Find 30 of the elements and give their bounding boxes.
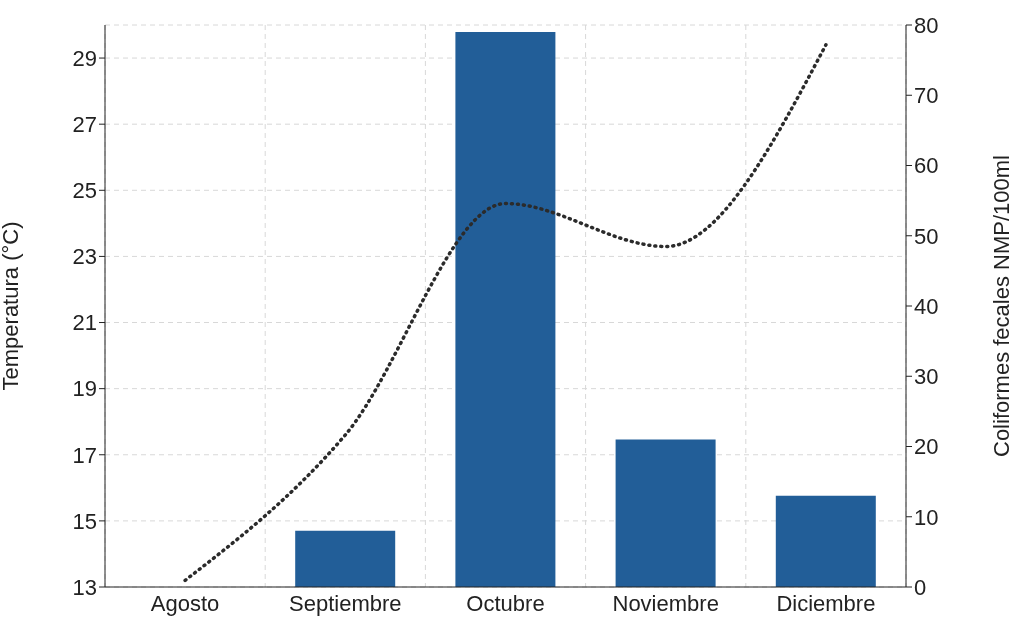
x-tick-label: Agosto xyxy=(150,590,220,616)
bar xyxy=(615,439,716,587)
y2-tick-label: 80 xyxy=(914,12,939,38)
y2-tick-label: 40 xyxy=(914,293,939,319)
line-series xyxy=(183,43,828,583)
y2-tick-label: 70 xyxy=(914,83,939,109)
y-tick-label: 19 xyxy=(72,376,97,402)
x-tick-label: Octubre xyxy=(466,590,545,616)
bar xyxy=(295,530,396,587)
y-tick-label: 29 xyxy=(72,45,97,71)
y2-axis-title: Coliformes fecales NMP/100ml xyxy=(988,155,1011,457)
y2-tick-label: 10 xyxy=(914,504,939,530)
y-tick-label: 23 xyxy=(72,244,97,270)
x-tick-label: Diciembre xyxy=(776,590,876,616)
y2-tick-label: 50 xyxy=(914,223,939,249)
y2-tick-label: 20 xyxy=(914,434,939,460)
bar xyxy=(775,495,876,587)
y-tick-label: 15 xyxy=(72,508,97,534)
y-tick-label: 25 xyxy=(72,178,97,204)
x-tick-label: Noviembre xyxy=(612,590,719,616)
y2-tick-label: 30 xyxy=(914,364,939,390)
x-tick-label: Septiembre xyxy=(289,590,402,616)
y-axis-title: Temperatura (°C) xyxy=(0,221,23,391)
y-tick-label: 13 xyxy=(72,574,97,600)
bar xyxy=(455,32,556,587)
y2-tick-label: 60 xyxy=(914,153,939,179)
y-tick-label: 21 xyxy=(72,310,97,336)
y2-tick-label: 0 xyxy=(914,574,927,600)
y-tick-label: 17 xyxy=(72,442,97,468)
y-tick-label: 27 xyxy=(72,111,97,137)
